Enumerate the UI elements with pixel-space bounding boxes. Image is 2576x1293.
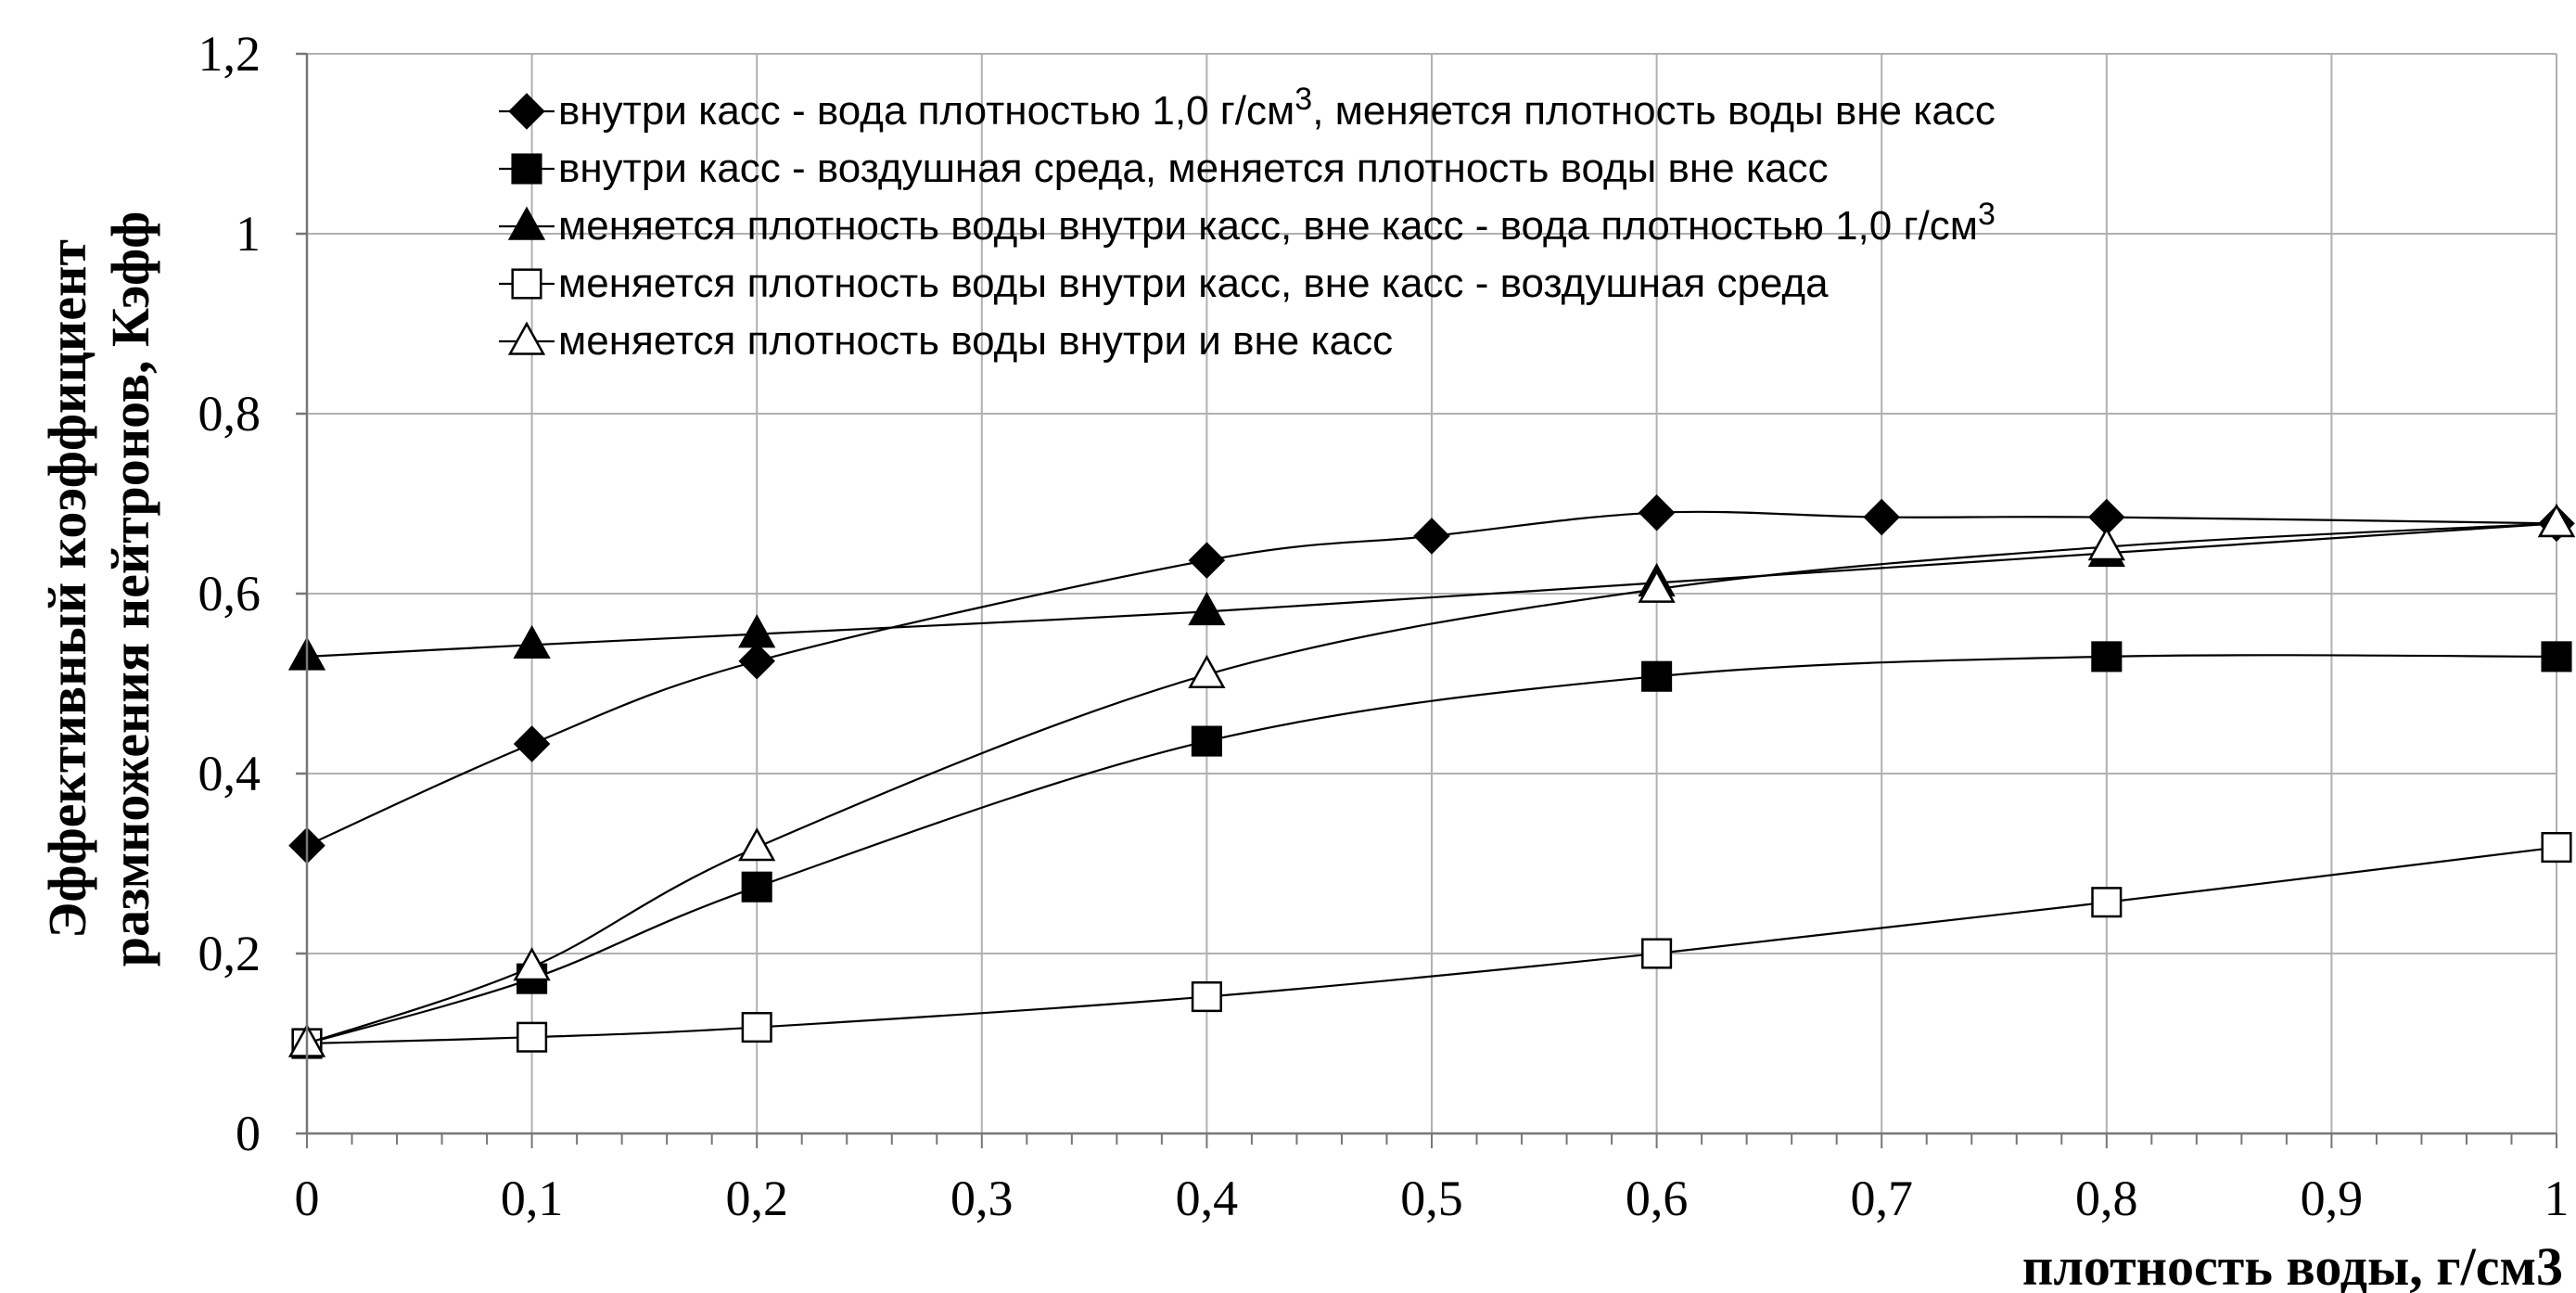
x-tick-label: 0,9 (2301, 1171, 2364, 1226)
x-tick-label: 0 (295, 1171, 320, 1226)
legend-item: внутри касс - вода плотностью 1,0 г/см3,… (499, 82, 1996, 134)
x-tick-label: 1 (2544, 1171, 2570, 1226)
y-tick-label: 0,2 (198, 926, 261, 981)
data-point (2541, 641, 2572, 672)
data-point (2537, 503, 2576, 538)
data-point (1638, 493, 1676, 531)
data-point (1641, 660, 1673, 692)
x-tick-label: 0,1 (501, 1171, 564, 1226)
data-point (741, 1011, 772, 1043)
series-lines (287, 493, 2576, 1059)
legend: внутри касс - вода плотностью 1,0 г/см3,… (499, 82, 1996, 364)
data-point (1638, 569, 1676, 603)
legend-label: меняется плотность воды внутри касс, вне… (558, 197, 1996, 249)
y-tick-label: 0,6 (198, 566, 261, 621)
data-point (738, 642, 775, 680)
legend-marker (511, 268, 542, 300)
x-tick-label: 0,8 (2075, 1171, 2138, 1226)
data-point (1188, 591, 1226, 626)
y-tick-label: 0,8 (198, 386, 261, 442)
y-tick-label: 1,2 (198, 26, 261, 82)
series-line (306, 522, 2557, 1045)
data-point (2087, 527, 2125, 561)
data-point (2091, 641, 2123, 672)
data-point (516, 1021, 548, 1053)
data-point (2541, 831, 2572, 864)
x-tick-label: 0,4 (1176, 1171, 1239, 1226)
legend-marker (508, 93, 545, 130)
legend-label: меняется плотность воды внутри и вне кас… (558, 318, 1393, 364)
y-tick-label: 1 (236, 206, 261, 262)
x-axis-title: плотность воды, г/см3 (2022, 1236, 2563, 1293)
y-axis-title-line2: размножения нейтронов, Кэфф (100, 211, 160, 967)
data-point (738, 614, 776, 648)
legend-marker (511, 153, 542, 185)
legend-marker (507, 321, 546, 355)
legend-item: меняется плотность воды внутри касс, вне… (499, 197, 1996, 249)
axes (296, 52, 2557, 1148)
data-point (2091, 887, 2123, 918)
legend-marker (507, 206, 546, 240)
data-point (1191, 981, 1222, 1013)
x-tick-label: 0,6 (1626, 1171, 1689, 1226)
legend-item: меняется плотность воды внутри касс, вне… (499, 261, 1829, 306)
tick-labels: 0 0,1 0,2 0,3 0,4 0,5 0,6 0,7 0,8 0,9 1 0 0,2 0,4 0,6 0… (198, 26, 2570, 1226)
x-tick-label: 0,5 (1400, 1171, 1463, 1226)
legend-label: внутри касс - вода плотностью 1,0 г/см3,… (558, 82, 1996, 134)
data-point (1863, 498, 1900, 536)
data-point (513, 725, 551, 762)
data-point (738, 827, 776, 862)
data-point (1413, 518, 1450, 555)
data-point (513, 947, 551, 981)
data-point (513, 624, 551, 659)
legend-label: внутри касс - воздушная среда, меняется … (558, 146, 1829, 191)
series-line (306, 522, 2557, 658)
series-5 (287, 503, 2576, 1057)
data-point (1191, 725, 1222, 757)
legend-item: меняется плотность воды внутри и вне кас… (499, 318, 1393, 364)
x-tick-label: 0,3 (950, 1171, 1014, 1226)
data-point (1641, 938, 1673, 969)
x-tick-label: 0,2 (725, 1171, 788, 1226)
y-tick-label: 0 (236, 1106, 261, 1161)
y-tick-label: 0,4 (198, 746, 261, 801)
legend-label: меняется плотность воды внутри касс, вне… (558, 261, 1829, 306)
y-axis-title-line1: Эффективный коэффициент (37, 239, 97, 939)
series-4 (291, 831, 2572, 1059)
legend-item: внутри касс - воздушная среда, меняется … (499, 146, 1829, 191)
data-point (741, 871, 772, 903)
series-line (306, 654, 2557, 1045)
data-point (1188, 654, 1226, 689)
x-tick-label: 0,7 (1850, 1171, 1913, 1226)
data-point (1188, 542, 1226, 579)
series-line (306, 846, 2557, 1045)
